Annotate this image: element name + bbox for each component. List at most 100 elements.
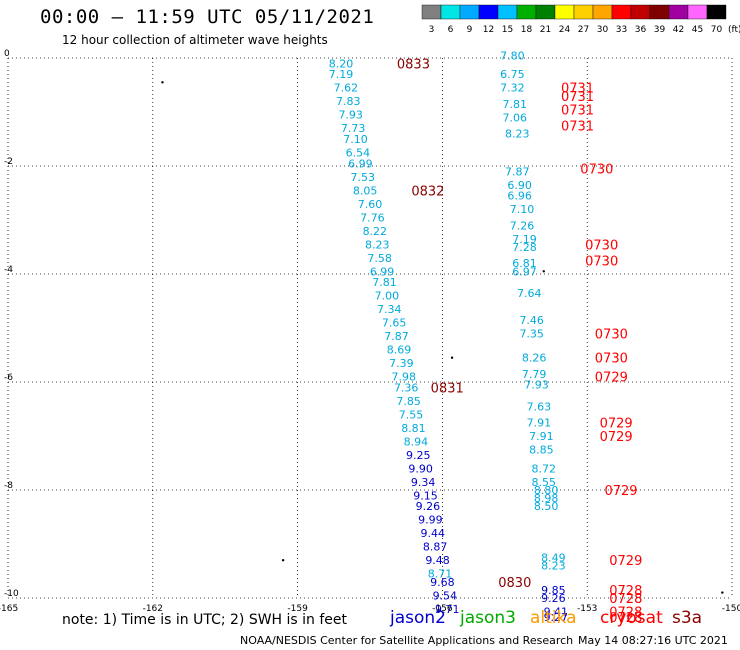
legend-item-jason3: jason3 — [460, 608, 516, 628]
swh-value-label: 8.23 — [541, 560, 566, 573]
swh-value-label: 7.83 — [336, 95, 361, 108]
swh-value-label: 9.54 — [433, 589, 458, 602]
swh-value-label: 8.23 — [365, 238, 390, 251]
colorbar-label: 42 — [673, 25, 684, 35]
y-tick-label: -4 — [4, 265, 13, 275]
swh-value-label: 6.81 — [512, 257, 537, 270]
colorbar-label: 45 — [692, 25, 703, 35]
colorbar-label: 15 — [502, 25, 513, 35]
swh-value-label: 7.80 — [500, 49, 525, 62]
swh-value-label: 7.73 — [341, 122, 366, 135]
x-tick-label: -165 — [0, 604, 18, 614]
swh-value-label: 6.99 — [348, 157, 373, 170]
legend-item-jason2: jason2 — [390, 608, 446, 628]
colorbar-label: 9 — [467, 25, 473, 35]
time-label: 0731 — [561, 90, 594, 105]
time-label: 0830 — [498, 576, 531, 591]
chart-title: 00:00 – 11:59 UTC 05/11/2021 — [40, 6, 375, 28]
x-tick-label: -162 — [143, 604, 163, 614]
legend-item-s3a: s3a — [672, 608, 703, 628]
time-label: 0833 — [397, 57, 430, 72]
swh-value-label: 9.27 — [544, 611, 569, 624]
time-label: 0730 — [585, 238, 618, 253]
swh-value-label: 7.76 — [360, 211, 385, 224]
swh-value-label: 7.06 — [503, 111, 528, 124]
swh-value-label: 8.72 — [532, 462, 557, 475]
swh-value-label: 7.87 — [384, 330, 409, 343]
swh-value-label: 7.26 — [510, 219, 535, 232]
y-tick-label: 0 — [4, 49, 10, 59]
swh-value-label: 8.49 — [541, 552, 566, 565]
swh-value-label: 8.80 — [534, 484, 559, 497]
swh-value-label: 7.19 — [512, 233, 537, 246]
swh-value-label: 7.28 — [512, 241, 537, 254]
swh-value-label: 6.97 — [512, 265, 537, 278]
time-label: 0728 — [609, 611, 642, 626]
swh-value-label: 7.10 — [343, 133, 368, 146]
swh-value-label: 7.58 — [367, 252, 392, 265]
time-label: 0731 — [561, 82, 594, 97]
legend-item-cryosat: cryosat — [600, 608, 663, 628]
colorbar-label: 3 — [429, 25, 435, 35]
swh-value-label: 7.81 — [372, 276, 397, 289]
swh-value-label: 8.23 — [505, 128, 530, 141]
swh-value-label: 8.94 — [404, 435, 429, 448]
swh-value-label: 8.22 — [363, 225, 388, 238]
island-mark — [450, 356, 454, 359]
time-label: 0729 — [600, 417, 633, 432]
time-label: 0832 — [411, 184, 444, 199]
time-label: 0728 — [609, 592, 642, 607]
swh-value-label: 7.53 — [351, 171, 376, 184]
time-label: 0730 — [585, 255, 618, 270]
swh-value-label: 9.26 — [541, 592, 566, 605]
x-tick-label: -159 — [287, 604, 308, 614]
swh-value-label: 7.32 — [500, 82, 525, 95]
colorbar-label: 12 — [483, 25, 494, 35]
swh-value-label: 7.00 — [375, 290, 400, 303]
colorbar-label: 36 — [635, 25, 647, 35]
colorbar-label: 18 — [521, 25, 533, 35]
swh-value-label: 6.99 — [370, 265, 395, 278]
island-mark — [281, 559, 285, 562]
time-label: 0731 — [561, 120, 594, 135]
swh-value-label: 7.91 — [529, 430, 554, 443]
swh-value-label: 9.15 — [413, 489, 438, 502]
colorbar-label: 21 — [540, 25, 551, 35]
time-label: 0729 — [600, 430, 633, 445]
colorbar-label: 24 — [559, 25, 571, 35]
footer-timestamp: May 14 08:27:16 UTC 2021 — [578, 634, 728, 647]
swh-value-label: 7.39 — [389, 357, 414, 370]
island-mark — [542, 270, 545, 273]
swh-value-label: 9.25 — [406, 449, 431, 462]
swh-value-label: 7.79 — [522, 368, 547, 381]
swh-value-label: 7.55 — [399, 408, 424, 421]
colorbar-unit: (ft) — [728, 25, 740, 35]
swh-value-label: 8.98 — [534, 492, 559, 505]
time-label: 0730 — [595, 352, 628, 367]
colorbar-label: 6 — [448, 25, 454, 35]
swh-value-label: 7.81 — [503, 98, 528, 111]
x-tick-label: -150 — [722, 604, 740, 614]
swh-value-label: 7.85 — [396, 395, 421, 408]
swh-value-label: 7.93 — [524, 379, 549, 392]
swh-value-label: 8.87 — [423, 541, 448, 554]
y-tick-label: -10 — [4, 589, 19, 599]
swh-value-label: 7.62 — [334, 82, 359, 95]
swh-value-label: 7.60 — [358, 198, 383, 211]
time-label: 0729 — [609, 554, 642, 569]
swh-value-label: 6.90 — [507, 179, 532, 192]
island-mark — [161, 81, 164, 84]
swh-value-label: 7.63 — [527, 400, 552, 413]
swh-value-label: 9.41 — [544, 606, 569, 619]
colorbar-swatch — [706, 4, 727, 20]
legend-item-altika: altika — [530, 608, 577, 628]
swh-value-label: 7.19 — [329, 68, 354, 81]
swh-value-label: 7.98 — [392, 371, 417, 384]
time-label: 0728 — [609, 584, 642, 599]
swh-value-label: 7.64 — [517, 287, 542, 300]
swh-value-label: 9.44 — [420, 527, 445, 540]
swh-value-label: 6.54 — [346, 147, 371, 160]
swh-value-label: 8.20 — [329, 57, 354, 70]
swh-value-label: 7.34 — [377, 303, 402, 316]
